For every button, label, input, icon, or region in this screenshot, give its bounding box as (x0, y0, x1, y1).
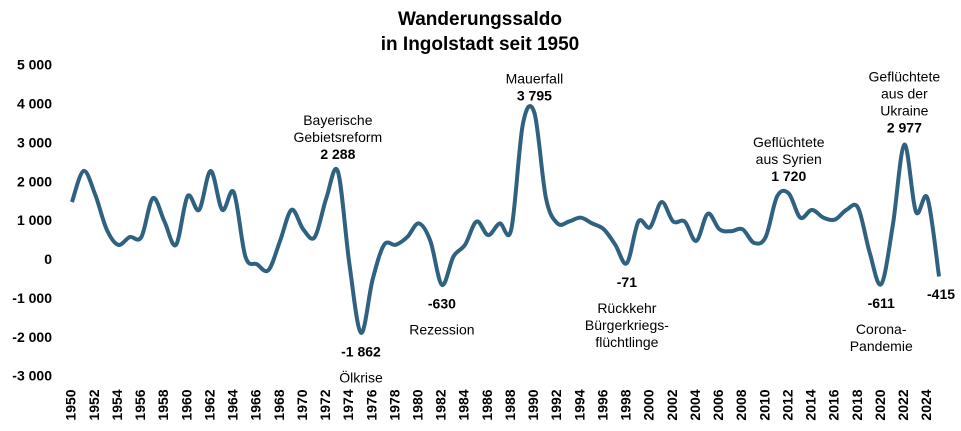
annotation: Geflüchtete (753, 134, 825, 150)
y-tick-label: 0 (44, 251, 52, 267)
x-tick-label: 1950 (63, 389, 79, 420)
x-tick-label: 1954 (109, 389, 125, 420)
x-tick-label: 1956 (132, 389, 148, 420)
x-tick-label: 1964 (225, 389, 241, 420)
x-tick-label: 1990 (525, 389, 541, 420)
annotation: Gebietsreform (294, 129, 383, 145)
x-tick-label: 2002 (664, 389, 680, 420)
x-tick-label: 1998 (618, 389, 634, 420)
x-tick-label: 2008 (733, 389, 749, 420)
annotation: Corona- (856, 321, 907, 337)
chart-title: Wanderungssaldo (398, 9, 562, 30)
annotation: Mauerfall (506, 71, 564, 87)
x-tick-label: 2010 (756, 389, 772, 420)
x-tick-label: 2020 (872, 389, 888, 420)
x-tick-label: 1960 (178, 389, 194, 420)
annotation: Ölkrise (339, 368, 383, 385)
x-tick-label: 2018 (849, 389, 865, 420)
x-tick-label: 1974 (340, 389, 356, 420)
x-tick-label: 1972 (317, 389, 333, 420)
annotation: Ukraine (880, 102, 928, 118)
x-tick-label: 1996 (594, 389, 610, 420)
value-label: 2 288 (320, 146, 355, 162)
annotation: Bayerische (303, 112, 372, 128)
value-label: -1 862 (341, 343, 381, 359)
x-tick-label: 1988 (502, 389, 518, 420)
value-label: -415 (927, 286, 955, 302)
annotation: Pandemie (850, 338, 913, 354)
x-tick-label: 1962 (201, 389, 217, 420)
x-tick-label: 2014 (803, 389, 819, 420)
annotation: Bürgerkriegs- (585, 317, 669, 333)
y-tick-label: 2 000 (17, 173, 52, 189)
annotation: aus Syrien (756, 151, 822, 167)
y-tick-label: -1 000 (12, 290, 52, 306)
value-label: -611 (868, 295, 895, 311)
y-tick-label: -3 000 (12, 368, 52, 384)
y-tick-label: 5 000 (17, 57, 52, 73)
x-tick-label: 2006 (710, 389, 726, 420)
x-tick-label: 2016 (826, 389, 842, 420)
x-tick-label: 1980 (409, 389, 425, 420)
x-tick-label: 1952 (86, 389, 102, 420)
x-tick-label: 1984 (456, 389, 472, 420)
x-tick-label: 1992 (548, 389, 564, 420)
value-label: 3 795 (517, 88, 552, 104)
x-tick-label: 1968 (271, 389, 287, 420)
x-tick-label: 1982 (433, 389, 449, 420)
data-line (70, 103, 942, 335)
y-tick-label: 1 000 (17, 212, 52, 228)
annotation: Geflüchtete (869, 68, 941, 84)
x-tick-label: 1966 (248, 389, 264, 420)
y-tick-label: -2 000 (12, 329, 52, 345)
x-tick-label: 2012 (779, 389, 795, 420)
x-tick-label: 2004 (687, 389, 703, 420)
x-tick-label: 1994 (571, 389, 587, 420)
y-tick-label: 3 000 (17, 134, 52, 150)
value-label: 1 720 (771, 168, 806, 184)
value-label: -630 (428, 296, 456, 312)
annotation: flüchtlinge (595, 334, 658, 350)
annotation: Rückkehr (597, 300, 656, 316)
x-tick-label: 2024 (918, 389, 934, 420)
x-tick-label: 1976 (363, 389, 379, 420)
x-tick-label: 1986 (479, 389, 495, 420)
chart-title: in Ingolstadt seit 1950 (381, 34, 580, 55)
x-tick-label: 1958 (155, 389, 171, 420)
value-label: 2 977 (887, 119, 922, 135)
x-tick-label: 2022 (895, 389, 911, 420)
annotation: aus der (881, 85, 928, 101)
x-tick-label: 1970 (294, 389, 310, 420)
x-tick-label: 1978 (386, 389, 402, 420)
x-tick-label: 2000 (641, 389, 657, 420)
value-label: -71 (617, 274, 637, 290)
y-tick-label: 4 000 (17, 96, 52, 112)
annotation: Rezession (409, 322, 474, 338)
